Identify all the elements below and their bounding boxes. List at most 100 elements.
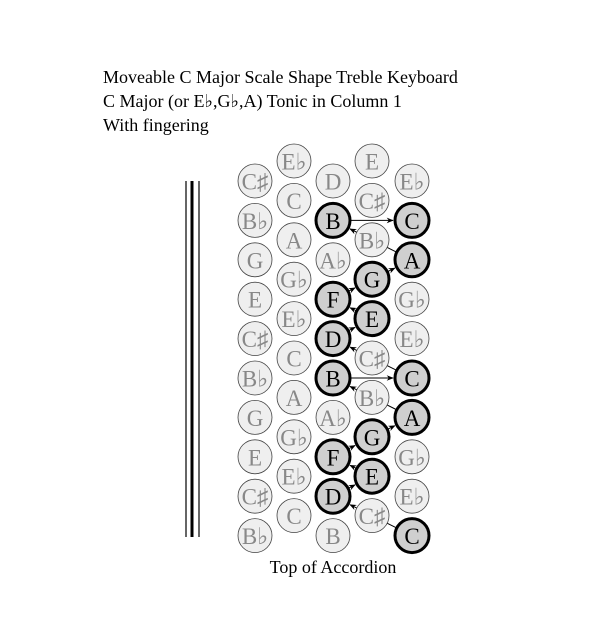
button (276, 458, 312, 494)
arrow (348, 287, 356, 294)
keyboard: C♯B♭GEC♯B♭GEC♯B♭E♭CAG♭E♭CAG♭E♭CDBA♭FDBA♭… (237, 143, 431, 555)
button (393, 359, 431, 397)
button (353, 457, 391, 495)
button (276, 143, 312, 179)
note-label: C (286, 347, 301, 372)
button (394, 281, 430, 317)
note-label: B (325, 367, 340, 392)
note-label: A (404, 248, 421, 273)
note-label: C♯ (242, 170, 269, 195)
footer: Top of Accordion (270, 557, 397, 577)
button (276, 498, 312, 533)
button (394, 478, 430, 514)
note-label: F (327, 445, 340, 470)
button (314, 280, 352, 318)
button (276, 340, 312, 376)
button (314, 477, 352, 515)
button (237, 281, 273, 317)
arrow (349, 464, 357, 471)
note-label: C♯ (359, 189, 386, 214)
note-label: G (247, 248, 264, 273)
note-label: E♭ (400, 170, 425, 195)
note-label: E♭ (400, 485, 425, 510)
note-label: C (404, 367, 419, 392)
note-label: G (364, 425, 381, 450)
button (393, 517, 431, 555)
button (393, 241, 431, 279)
button (237, 360, 273, 396)
button (237, 321, 273, 357)
note-label: B♭ (242, 209, 268, 234)
button (315, 399, 351, 435)
note-label: E (365, 150, 379, 175)
note-label: B (325, 209, 340, 234)
button (353, 418, 391, 456)
arrow (348, 326, 356, 333)
note-label: C♯ (242, 327, 269, 352)
note-label: C♯ (359, 504, 386, 529)
button (237, 518, 273, 553)
button (237, 439, 273, 475)
button (394, 321, 430, 357)
note-label: B (325, 524, 340, 549)
note-label: E (248, 288, 262, 313)
button (276, 419, 312, 455)
note-label: G♭ (398, 445, 425, 470)
note-label: E (365, 307, 379, 332)
note-label: E♭ (282, 150, 307, 175)
note-label: E (365, 465, 379, 490)
bellows-edge (185, 181, 200, 537)
note-label: A♭ (319, 406, 346, 431)
button (276, 182, 312, 218)
button (315, 518, 351, 553)
note-label: G♭ (280, 268, 307, 293)
note-label: C (286, 189, 301, 214)
button (394, 163, 430, 199)
arrow (387, 267, 396, 274)
note-label: B♭ (242, 524, 268, 549)
button (353, 300, 391, 338)
note-label: D (325, 170, 342, 195)
button (276, 261, 312, 297)
button (237, 399, 273, 435)
note-label: E♭ (282, 307, 307, 332)
note-label: A (404, 406, 421, 431)
arrow (348, 445, 356, 451)
note-label: F (327, 288, 340, 313)
title-line: C Major (or E♭,G♭,A) Tonic in Column 1 (103, 91, 402, 112)
button (314, 359, 352, 397)
button (315, 242, 351, 278)
arrow (348, 484, 356, 491)
button (354, 143, 390, 179)
note-label: C (404, 209, 419, 234)
note-label: C (404, 524, 419, 549)
note-label: E♭ (282, 465, 307, 490)
note-label: D (325, 327, 342, 352)
button (276, 379, 312, 415)
button (354, 222, 390, 258)
button (353, 260, 391, 298)
note-label: B♭ (359, 386, 385, 411)
button (354, 379, 390, 415)
note-label: E♭ (400, 327, 425, 352)
arrow (349, 307, 357, 313)
button (237, 202, 273, 238)
title-line: With fingering (103, 115, 209, 135)
note-label: G (364, 268, 381, 293)
button (237, 242, 273, 278)
button (314, 201, 352, 239)
note-label: C♯ (242, 485, 269, 510)
note-label: C (286, 504, 301, 529)
note-label: A (286, 386, 303, 411)
note-label: G (247, 406, 264, 431)
title-line: Moveable C Major Scale Shape Treble Keyb… (103, 67, 458, 87)
note-label: A (286, 228, 303, 253)
button (276, 222, 312, 258)
note-label: B♭ (359, 228, 385, 253)
button (354, 340, 390, 376)
note-label: D (325, 485, 342, 510)
button (314, 438, 352, 476)
button (315, 163, 351, 199)
button (237, 478, 273, 514)
